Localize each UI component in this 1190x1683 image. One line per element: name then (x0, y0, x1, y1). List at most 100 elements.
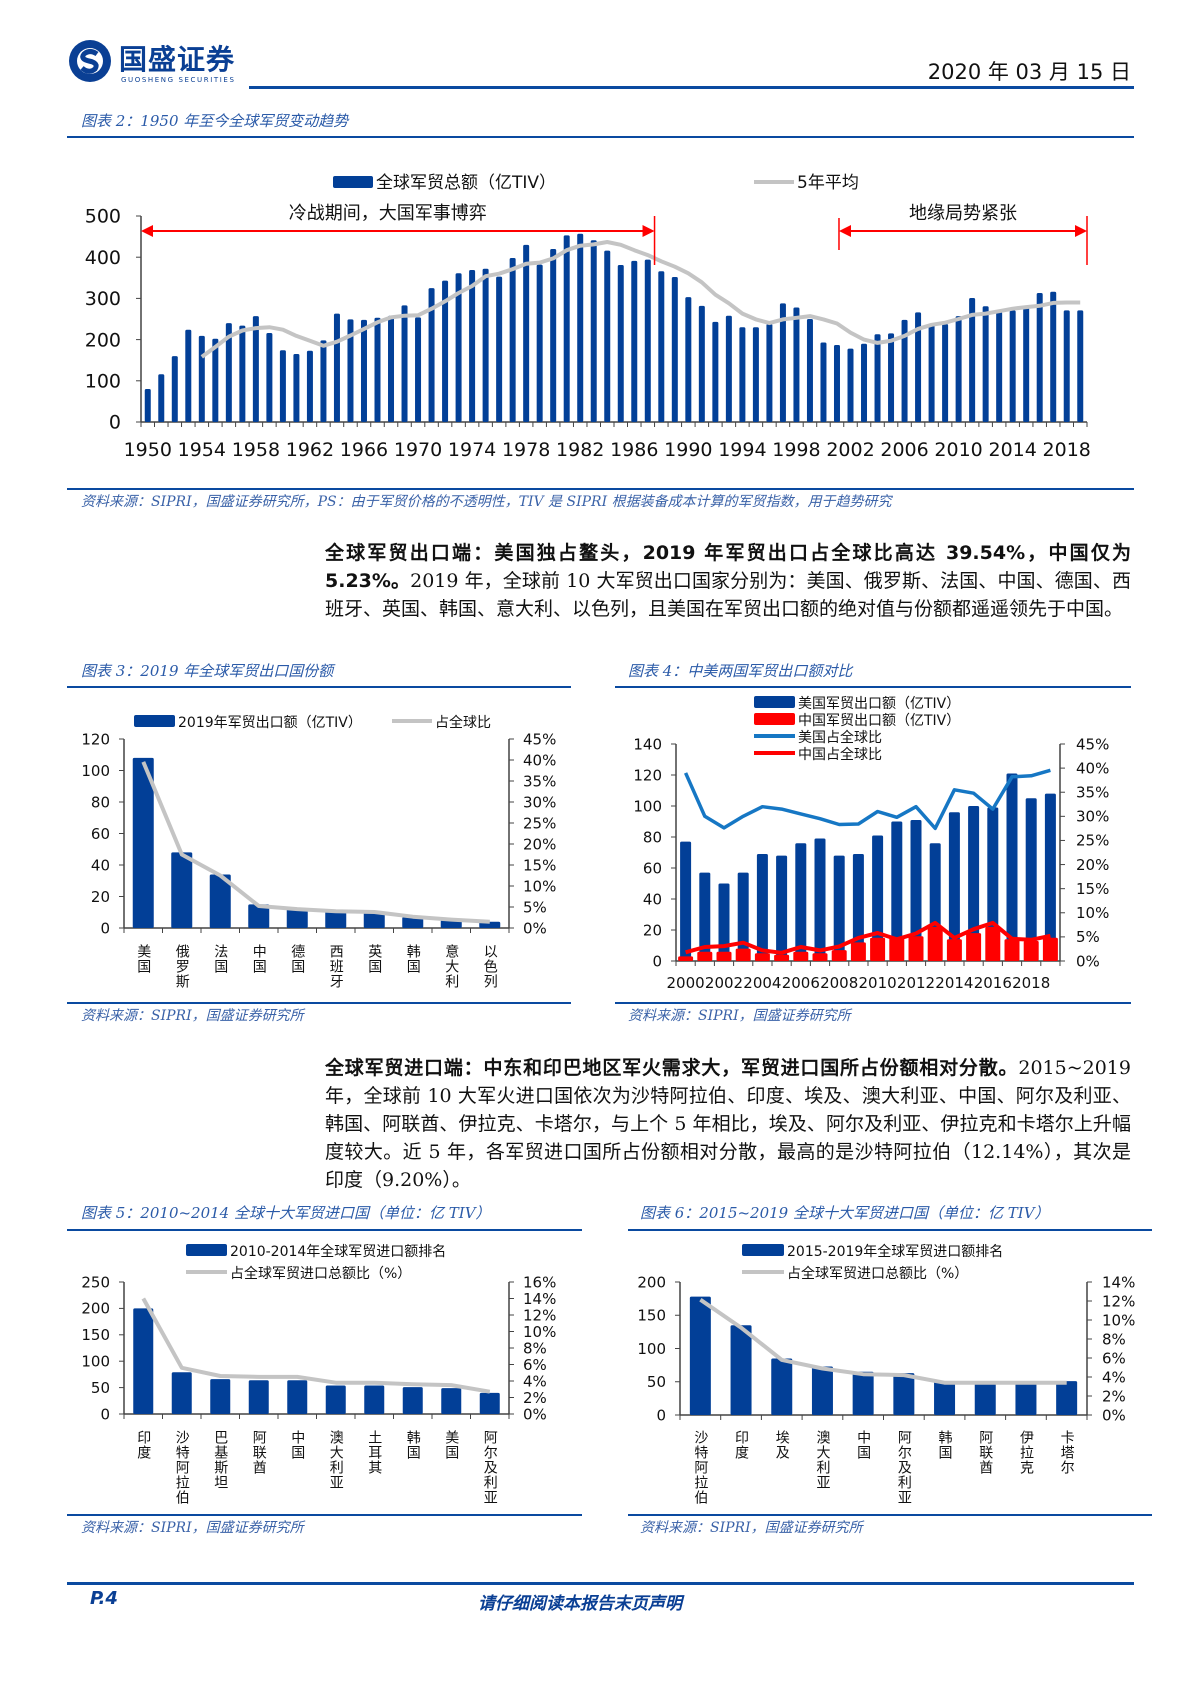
bar (604, 250, 611, 422)
legend-label: 中国占全球比 (798, 746, 882, 763)
bar (739, 327, 746, 422)
x-tick-label: 1990 (664, 439, 712, 461)
bar (756, 854, 768, 961)
y-tick-label: 0 (100, 1405, 110, 1423)
bar (185, 329, 192, 422)
bar (852, 1371, 874, 1415)
bar (968, 806, 980, 961)
bar (934, 1381, 956, 1415)
figure2-top-rule (67, 136, 1134, 138)
bar (363, 912, 385, 928)
bar (171, 1372, 192, 1414)
arrow-right-icon (642, 225, 655, 237)
bar (440, 920, 462, 928)
bar (644, 259, 651, 422)
arrow-right-icon (1075, 225, 1087, 237)
bar (847, 348, 854, 422)
bar (927, 926, 943, 961)
bar (590, 240, 597, 422)
y-tick-label: 0 (652, 952, 662, 970)
bar (132, 757, 154, 928)
y-tick-label: 150 (637, 1307, 666, 1325)
import-paragraph: 全球军贸进口端：中东和印巴地区军火需求大，军贸进口国所占份额相对分散。2015~… (325, 1054, 1131, 1194)
bar (946, 939, 962, 961)
y-tick-label: 150 (81, 1326, 110, 1344)
category-label: 意大利 (443, 943, 459, 989)
bar (248, 1380, 269, 1414)
series-line (141, 761, 490, 924)
bar (689, 1296, 711, 1415)
bar (144, 389, 151, 422)
bar (712, 321, 719, 422)
chart-5: 0 50 100 150 200 0%2%4%6%8%10%12%14% 沙特阿拉伯 印度 埃及… (637, 1243, 1135, 1505)
bar (852, 854, 864, 961)
bar (1077, 310, 1084, 422)
x-tick-label: 1974 (448, 439, 496, 461)
bar (388, 315, 395, 422)
legend-item: 2015-2019年全球军贸进口额排名 (742, 1243, 1003, 1260)
figure5-bottom-rule (67, 1514, 582, 1516)
series-1 (132, 757, 501, 928)
figure4-top-rule (615, 686, 1131, 688)
bar (820, 342, 827, 422)
bar (833, 344, 840, 422)
x-tick-label: 1950 (124, 439, 172, 461)
y-tick-label: 100 (85, 370, 121, 392)
x-tick-label: 2000 (667, 974, 705, 992)
x-tick-label: 2002 (826, 439, 874, 461)
category-label: 西班牙 (328, 944, 344, 989)
y-tick-label: 100 (81, 762, 110, 780)
bar (716, 951, 732, 961)
y2-tick-label: 10% (1076, 904, 1109, 922)
header-divider (249, 86, 1134, 89)
chart-4: 0 50 100 150 200 250 0%2%4%6%8%10%12%14%16% 印度沙… (81, 1243, 556, 1505)
bar (806, 319, 813, 422)
legend-swatch (333, 176, 373, 188)
y2-tick-label: 12% (1102, 1292, 1135, 1310)
bar (347, 319, 354, 422)
bar (333, 313, 340, 422)
x-tick-label: 2006 (880, 439, 928, 461)
bar (1015, 1381, 1037, 1415)
y2-tick-label: 10% (1102, 1311, 1135, 1329)
bar (266, 333, 273, 422)
series-1 (680, 773, 1056, 961)
y2-tick-label: 35% (523, 772, 556, 790)
category-label: 中国 (289, 1430, 305, 1460)
bar (364, 1385, 385, 1414)
bar (239, 325, 246, 422)
legend-item: 2019年军贸出口额（亿TIV） (134, 715, 362, 731)
bar (948, 812, 960, 961)
bar (766, 323, 773, 422)
bar (996, 311, 1003, 422)
bar (442, 280, 449, 422)
y2-tick-label: 45% (1076, 735, 1109, 753)
report-date: 2020 年 03 月 15 日 (927, 60, 1131, 84)
bar (850, 942, 866, 961)
y2-tick-label: 15% (523, 856, 556, 874)
bar (698, 305, 705, 422)
figure5-source: 资料来源：SIPRI，国盛证券研究所 (81, 1520, 304, 1536)
bar (617, 265, 624, 422)
bar (496, 276, 503, 422)
legend-label: 占全球军贸进口总额比（%） (787, 1265, 968, 1282)
bar (212, 338, 219, 422)
footer-disclaimer: 请仔细阅读本报告末页声明 (478, 1594, 682, 1614)
y2-tick-label: 2% (1102, 1387, 1126, 1405)
bar (942, 323, 949, 422)
y2-tick-label: 8% (1102, 1330, 1126, 1348)
bar (889, 937, 905, 961)
bar (833, 855, 845, 961)
series-1 (133, 1308, 500, 1414)
legend-item: 占全球比 (392, 714, 491, 731)
y2-tick-label: 12% (523, 1306, 556, 1324)
x-tick-label: 2008 (820, 974, 858, 992)
category-label: 沙特阿拉伯 (174, 1430, 190, 1505)
category-label: 阿联酋 (251, 1430, 267, 1475)
y2-tick-label: 25% (523, 814, 556, 832)
bar (779, 303, 786, 422)
y2-tick-label: 14% (1102, 1273, 1135, 1291)
y-tick-label: 100 (637, 1340, 666, 1358)
y-tick-label: 200 (81, 1300, 110, 1318)
bar (1006, 773, 1018, 961)
